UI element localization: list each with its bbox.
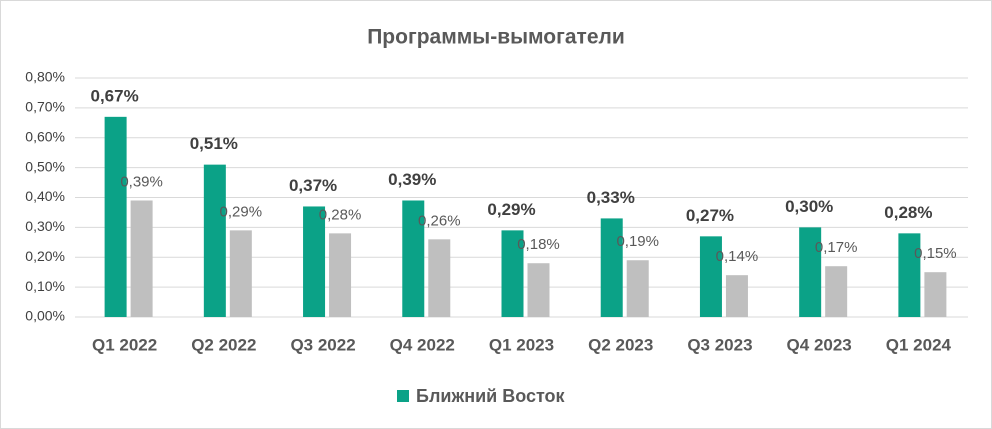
bar [600, 218, 623, 317]
data-label: 0,67% [91, 86, 139, 105]
x-tick-label: Q1 2024 [886, 335, 952, 354]
bar [303, 206, 326, 317]
data-label: 0,18% [517, 236, 560, 253]
x-tick-label: Q4 2023 [787, 335, 852, 354]
bar [898, 233, 921, 317]
y-tick-label: 0,40% [25, 188, 65, 204]
y-tick-label: 0,50% [25, 158, 65, 174]
bar [699, 236, 722, 317]
bar [725, 275, 748, 317]
bar [527, 263, 550, 317]
bar [501, 230, 524, 317]
data-label: 0,15% [914, 245, 957, 262]
data-label: 0,17% [815, 239, 858, 256]
legend-label: Ближний Восток [416, 386, 566, 406]
y-tick-label: 0,60% [25, 128, 65, 144]
bar [229, 230, 252, 317]
data-label: 0,26% [418, 212, 461, 229]
data-label: 0,39% [388, 170, 436, 189]
data-label: 0,28% [319, 206, 362, 223]
y-tick-label: 0,10% [25, 278, 65, 294]
bar [104, 116, 127, 318]
bar [329, 233, 352, 317]
bar [924, 272, 947, 317]
bar [799, 227, 822, 317]
x-tick-label: Q2 2023 [588, 335, 653, 354]
bar [402, 200, 425, 317]
data-label: 0,30% [785, 197, 833, 216]
data-label: 0,39% [120, 173, 163, 190]
data-label: 0,29% [220, 203, 263, 220]
data-label: 0,33% [587, 188, 635, 207]
bar [825, 266, 848, 317]
bar [428, 239, 451, 317]
data-label: 0,37% [289, 176, 337, 195]
y-tick-label: 0,20% [25, 248, 65, 264]
x-tick-label: Q1 2022 [92, 335, 157, 354]
legend-swatch [397, 390, 409, 402]
bar [203, 164, 226, 317]
data-label: 0,28% [884, 203, 932, 222]
x-tick-label: Q1 2023 [489, 335, 554, 354]
data-label: 0,14% [716, 248, 759, 265]
data-label: 0,27% [686, 206, 734, 225]
y-tick-label: 0,30% [25, 218, 65, 234]
data-label: 0,19% [616, 233, 659, 250]
y-tick-label: 0,80% [25, 69, 65, 85]
x-tick-label: Q3 2022 [290, 335, 355, 354]
x-tick-label: Q2 2022 [191, 335, 256, 354]
bar [626, 260, 649, 317]
y-tick-label: 0,00% [25, 308, 65, 324]
x-tick-label: Q4 2022 [390, 335, 455, 354]
data-label: 0,51% [190, 134, 238, 153]
bar [130, 200, 153, 317]
data-label: 0,29% [487, 200, 535, 219]
x-tick-label: Q3 2023 [687, 335, 752, 354]
chart-title: Программы-вымогатели [367, 26, 625, 49]
y-tick-label: 0,70% [25, 99, 65, 115]
